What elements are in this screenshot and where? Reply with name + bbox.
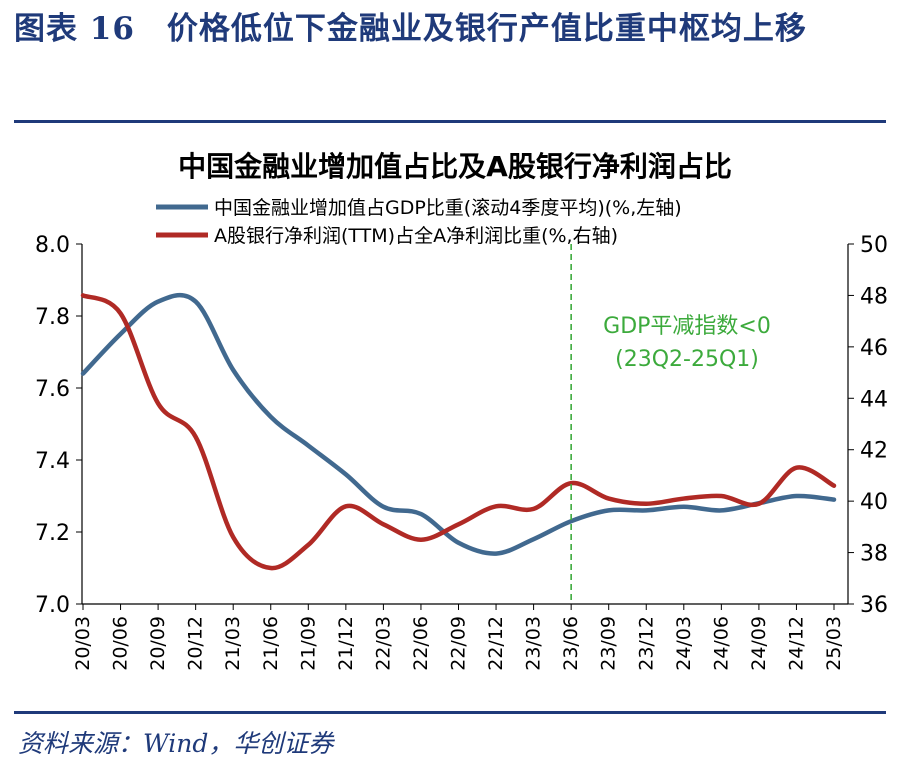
axes: 7.0 7.2 7.4 7.6 7.8 8.0 36 38 40 42 44 46 48 50 20/03 2… <box>35 233 888 671</box>
right-tick-label: 46 <box>860 336 888 361</box>
x-tick-label: 23/06 <box>560 616 582 671</box>
legend-label-series1: 中国金融业增加值占GDP比重(滚动4季度平均)(%,左轴) <box>214 197 682 219</box>
x-tick-label: 22/06 <box>410 616 432 671</box>
x-tick-label: 24/12 <box>785 616 807 671</box>
series-layer <box>80 292 837 571</box>
series-line-bank-profit-share <box>80 293 837 571</box>
x-tick-label: 21/06 <box>260 616 282 671</box>
x-tick-label: 25/03 <box>823 616 845 671</box>
figure-title: 图表 16 价格低位下金融业及银行产值比重中枢均上移 <box>14 11 807 47</box>
x-tick-label: 22/09 <box>448 616 470 671</box>
x-tick-label: 21/12 <box>335 616 357 671</box>
left-tick-label: 7.6 <box>35 377 70 402</box>
series-line-gdp-share <box>80 292 837 556</box>
x-tick-label: 23/09 <box>598 616 620 671</box>
x-tick-label: 20/09 <box>147 616 169 671</box>
chart-title: 中国金融业增加值占比及A股银行净利润占比 <box>178 150 732 183</box>
left-tick-label: 8.0 <box>35 233 70 258</box>
top-rule <box>14 120 886 123</box>
right-tick-label: 44 <box>860 387 888 412</box>
x-tick-label: 20/06 <box>110 616 132 671</box>
left-tick-label: 7.4 <box>35 449 70 474</box>
x-tick-label: 23/12 <box>635 616 657 671</box>
x-tick-label: 21/03 <box>222 616 244 671</box>
right-tick-label: 50 <box>860 233 888 258</box>
right-tick-label: 36 <box>860 593 888 618</box>
x-tick-label: 22/12 <box>485 616 507 671</box>
x-tick-label: 24/03 <box>673 616 695 671</box>
bottom-rule <box>14 711 886 714</box>
left-tick-label: 7.2 <box>35 521 70 546</box>
left-tick-label: 7.0 <box>35 593 70 618</box>
x-tick-label: 23/03 <box>523 616 545 671</box>
x-tick-label: 24/09 <box>748 616 770 671</box>
right-tick-label: 48 <box>860 284 888 309</box>
right-tick-label: 40 <box>860 490 888 515</box>
right-tick-label: 38 <box>860 542 888 567</box>
left-tick-label: 7.8 <box>35 305 70 330</box>
annotation-line2: (23Q2-25Q1) <box>615 347 759 372</box>
right-tick-label: 42 <box>860 439 888 464</box>
x-tick-label: 20/03 <box>72 616 94 671</box>
x-tick-label: 21/09 <box>297 616 319 671</box>
source-note: 资料来源：Wind，华创证券 <box>18 729 334 758</box>
annotation-line1: GDP平减指数<0 <box>603 314 771 339</box>
x-tick-label: 22/03 <box>372 616 394 671</box>
x-tick-label: 24/06 <box>710 616 732 671</box>
x-tick-label: 20/12 <box>185 616 207 671</box>
legend-label-series2: A股银行净利润(TTM)占全A净利润比重(%,右轴) <box>214 225 618 247</box>
